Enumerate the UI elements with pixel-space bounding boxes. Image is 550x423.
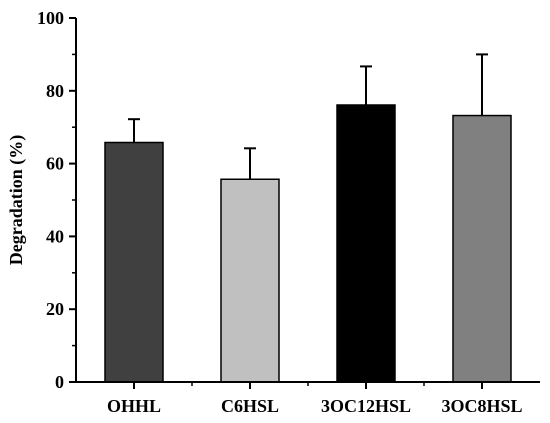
y-tick-label: 20 bbox=[46, 299, 64, 319]
x-tick-label: OHHL bbox=[107, 396, 161, 416]
y-tick-label: 0 bbox=[55, 372, 64, 392]
error-bar-ohhl bbox=[128, 118, 140, 143]
error-bar-3oc8hsl bbox=[476, 53, 488, 116]
bar-3oc8hsl bbox=[452, 114, 512, 383]
y-tick-label: 80 bbox=[46, 81, 64, 101]
y-tick-label: 100 bbox=[37, 8, 64, 28]
y-tick-label: 60 bbox=[46, 154, 64, 174]
bars-group bbox=[104, 104, 512, 383]
bar-ohhl bbox=[104, 141, 164, 383]
x-tick-label: 3OC8HSL bbox=[441, 396, 522, 416]
x-tick-labels: OHHL C6HSL 3OC12HSL 3OC8HSL bbox=[107, 396, 523, 416]
error-bars-group bbox=[128, 53, 488, 180]
bar-c6hsl bbox=[220, 178, 280, 383]
error-bar-c6hsl bbox=[244, 147, 256, 180]
bar-3oc12hsl bbox=[336, 104, 396, 383]
x-tick-label: 3OC12HSL bbox=[321, 396, 411, 416]
y-tick-label: 40 bbox=[46, 226, 64, 246]
axes-group bbox=[69, 17, 540, 389]
y-axis-title: Degradation (%) bbox=[6, 135, 27, 265]
x-tick-label: C6HSL bbox=[221, 396, 279, 416]
y-tick-labels: 0 20 40 60 80 100 bbox=[37, 8, 64, 392]
error-bar-3oc12hsl bbox=[360, 65, 372, 105]
